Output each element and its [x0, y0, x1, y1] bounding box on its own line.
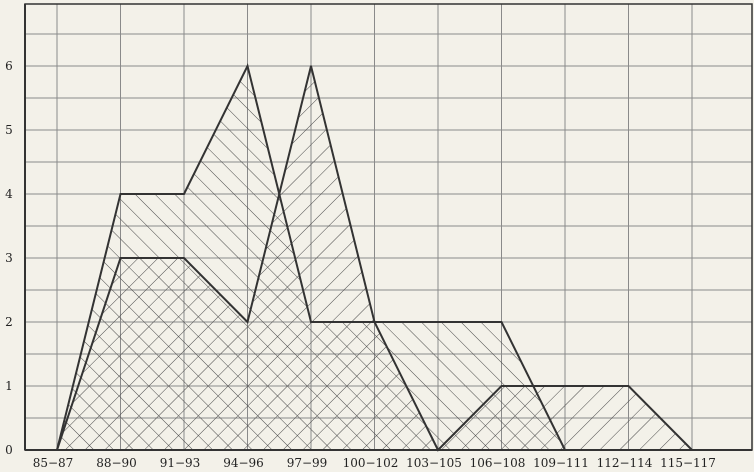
x-tick-label: 109−111: [533, 456, 589, 470]
x-tick-label: 85−87: [33, 456, 74, 470]
x-tick-label: 112−114: [597, 456, 653, 470]
series-2-point-91-93: [183, 257, 185, 259]
x-tick-label: 106−108: [470, 456, 526, 470]
y-tick-label: 1: [5, 379, 13, 393]
y-tick-label: 5: [5, 123, 13, 137]
series-1-point-91-93: [183, 193, 185, 195]
series-1-point-88-90: [119, 193, 122, 195]
series-1-point-103-105: [437, 321, 439, 323]
y-tick-labels: 0 1 2 3 4 5 6: [5, 59, 13, 457]
series-2-point-109-111: [564, 385, 566, 387]
series-2-area: [57, 66, 692, 450]
series-1-point-106-108: [500, 321, 503, 323]
y-tick-label: 6: [5, 59, 13, 73]
series-1-point-94-96: [246, 65, 249, 67]
y-tick-label: 0: [5, 443, 13, 457]
axes: [24, 4, 752, 451]
x-tick-label: 115−117: [660, 456, 716, 470]
series-2-point-97-99: [310, 65, 312, 67]
y-tick-label: 2: [5, 315, 13, 329]
x-tick-label: 88−90: [96, 456, 137, 470]
series-1-point-97-99: [310, 321, 312, 323]
series-2-point-100-102: [373, 321, 376, 323]
y-tick-label: 4: [5, 187, 13, 201]
series-2-point-106-108: [500, 385, 503, 387]
x-tick-label: 94−96: [223, 456, 264, 470]
x-tick-label: 97−99: [287, 456, 328, 470]
x-tick-label: 91−93: [160, 456, 201, 470]
series-2-point-94-96: [246, 321, 249, 323]
x-tick-label: 103−105: [406, 456, 462, 470]
y-tick-label: 3: [5, 251, 13, 265]
series-areas: [57, 66, 692, 450]
series-2-point-88-90: [119, 257, 122, 259]
x-tick-label: 100−102: [343, 456, 399, 470]
x-tick-labels: 85−87 88−90 91−93 94−96 97−99 100−102 103−105 1…: [33, 456, 716, 470]
series-2-point-112-114: [627, 385, 630, 387]
